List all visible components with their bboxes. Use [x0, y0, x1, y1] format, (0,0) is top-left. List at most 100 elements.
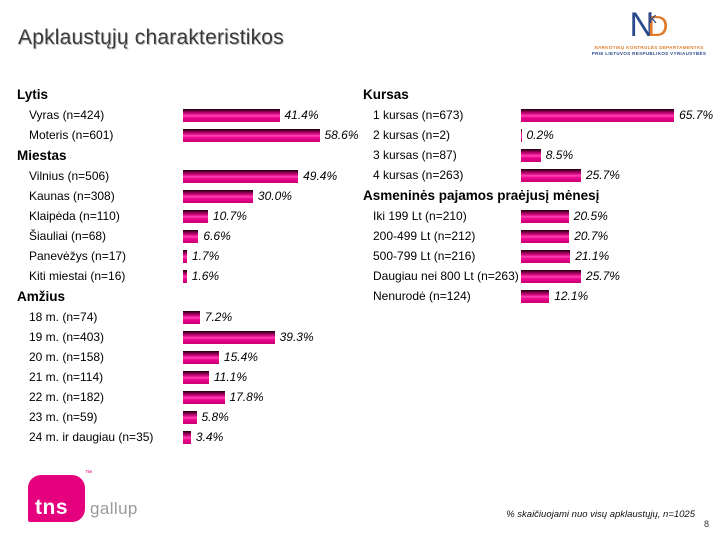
chart-row: 19 m. (n=403) 39.3%: [17, 327, 363, 347]
bar-area: 1.6%: [183, 269, 363, 283]
chart-row: Klaipėda (n=110) 10.7%: [17, 206, 363, 226]
category-label: 2 kursas (n=2): [373, 128, 451, 142]
value-label: 7.2%: [204, 310, 233, 324]
bar-area: 20.5%: [521, 209, 720, 223]
bar-area: 1.7%: [183, 249, 363, 263]
bar-area: 3.4%: [183, 430, 363, 444]
value-label: 41.4%: [284, 108, 319, 122]
page-title: Apklaustųjų charakteristikos: [18, 26, 284, 49]
bar-area: 25.7%: [521, 168, 720, 182]
bar-area: 17.8%: [183, 390, 363, 404]
chart-row: Panevėžys (n=17) 1.7%: [17, 246, 363, 266]
bar: [521, 108, 675, 122]
gallup-logo-text: gallup: [90, 499, 138, 518]
value-label: 1.6%: [191, 269, 220, 283]
nkd-letter-k: k: [649, 10, 657, 27]
bar: [521, 209, 569, 223]
category-label: 24 m. ir daugiau (n=35): [29, 430, 154, 444]
value-label: 12.1%: [554, 289, 589, 303]
value-label: 58.6%: [324, 128, 359, 142]
category-label: 3 kursas (n=87): [373, 148, 457, 162]
value-label: 25.7%: [585, 269, 620, 283]
value-label: 5.8%: [201, 410, 229, 424]
bar-area: 25.7%: [521, 269, 720, 283]
category-label: 21 m. (n=114): [29, 370, 104, 384]
value-label: 8.5%: [545, 148, 574, 162]
category-label: 200-499 Lt (n=212): [373, 229, 476, 243]
category-label: 18 m. (n=74): [29, 310, 98, 324]
bar-area: 58.6%: [183, 128, 363, 142]
chart-row: Kaunas (n=308) 30.0%: [17, 186, 363, 206]
chart-row: 24 m. ir daugiau (n=35) 3.4%: [17, 427, 363, 447]
chart-row: 1 kursas (n=673) 65.7%: [363, 105, 720, 125]
value-label: 1.7%: [192, 249, 220, 263]
bar-area: 41.4%: [183, 108, 363, 122]
bar: [521, 168, 581, 182]
bar-area: 6.6%: [183, 229, 363, 243]
category-label: Klaipėda (n=110): [29, 209, 120, 223]
value-label: 25.7%: [585, 168, 620, 182]
value-label: 6.6%: [203, 229, 231, 243]
bar: [183, 390, 225, 404]
bar-area: 0.2%: [521, 128, 720, 142]
tns-logo-text: tns: [35, 496, 68, 519]
bar: [521, 269, 581, 283]
bar: [183, 229, 199, 243]
value-label: 49.4%: [303, 169, 338, 183]
bar: [521, 148, 541, 162]
bar: [183, 249, 187, 263]
bar-area: 10.7%: [183, 209, 363, 223]
chart-section: Lytis Vyras (n=424) 41.4% Moteris (n=601) 58…: [17, 84, 363, 145]
tns-logo-box-icon: tns ™: [28, 470, 92, 522]
bar: [183, 269, 187, 283]
chart-row: 23 m. (n=59) 5.8%: [17, 407, 363, 427]
chart-row: Moteris (n=601) 58.6%: [17, 125, 363, 145]
bar-area: 30.0%: [183, 189, 363, 203]
bar-area: 20.7%: [521, 229, 720, 243]
value-label: 3.4%: [195, 430, 224, 444]
chart-row: Iki 199 Lt (n=210) 20.5%: [363, 206, 720, 226]
chart-section: Miestas Vilnius (n=506) 49.4% Kaunas (n=308…: [17, 145, 363, 286]
chart-row: Vilnius (n=506) 49.4%: [17, 166, 363, 186]
category-label: Šiauliai (n=68): [29, 229, 107, 243]
chart-row: 4 kursas (n=263) 25.7%: [363, 165, 720, 185]
category-label: 4 kursas (n=263): [373, 168, 464, 182]
chart-row: 200-499 Lt (n=212) 20.7%: [363, 226, 720, 246]
category-label: 20 m. (n=158): [29, 350, 105, 364]
nkd-logo-text-line2: PRIE LIETUVOS RESPUBLIKOS VYRIAUSYBĖS: [591, 51, 707, 56]
category-label: 23 m. (n=59): [29, 410, 98, 424]
page-number: 8: [703, 519, 709, 529]
bar-area: 12.1%: [521, 289, 720, 303]
value-label: 30.0%: [257, 189, 292, 203]
bar: [183, 370, 209, 384]
chart-row: 2 kursas (n=2) 0.2%: [363, 125, 720, 145]
footnote: % skaičiuojami nuo visų apklaustųjų, n=1…: [506, 509, 695, 520]
nkd-letter-d: D: [647, 11, 669, 43]
value-label: 21.1%: [575, 249, 610, 263]
value-label: 20.5%: [573, 209, 608, 223]
value-label: 20.7%: [574, 229, 609, 243]
value-label: 39.3%: [279, 330, 314, 344]
bar-area: 8.5%: [521, 148, 720, 162]
chart-row: Kiti miestai (n=16) 1.6%: [17, 266, 363, 286]
chart-row: Vyras (n=424) 41.4%: [17, 105, 363, 125]
category-label: Iki 199 Lt (n=210): [373, 209, 467, 223]
tns-gallup-logo: tns ™ gallup: [28, 470, 138, 522]
chart-row: 22 m. (n=182) 17.8%: [17, 387, 363, 407]
bar-area: 15.4%: [183, 350, 363, 364]
value-label: 0.2%: [526, 128, 554, 142]
category-label: 22 m. (n=182): [29, 390, 105, 404]
category-label: Daugiau nei 800 Lt (n=263): [373, 269, 519, 283]
chart-row: Šiauliai (n=68) 6.6%: [17, 226, 363, 246]
charts-column-left: Lytis Vyras (n=424) 41.4% Moteris (n=601) 58…: [17, 84, 363, 447]
chart-section: Asmeninės pajamos praėjusį mėnesį Iki 199…: [363, 185, 720, 306]
bar: [183, 410, 197, 424]
section-title: Amžius: [17, 289, 66, 304]
section-title: Miestas: [17, 148, 67, 163]
bar: [521, 128, 522, 142]
nkd-logo: NkD NARKOTIKŲ KONTROLĖS DEPARTAMENTAS PR…: [584, 5, 714, 57]
nkd-logo-text-line1: NARKOTIKŲ KONTROLĖS DEPARTAMENTAS: [594, 45, 704, 50]
bar-area: 49.4%: [183, 169, 363, 183]
chart-row: 21 m. (n=114) 11.1%: [17, 367, 363, 387]
category-label: Kiti miestai (n=16): [29, 269, 126, 283]
